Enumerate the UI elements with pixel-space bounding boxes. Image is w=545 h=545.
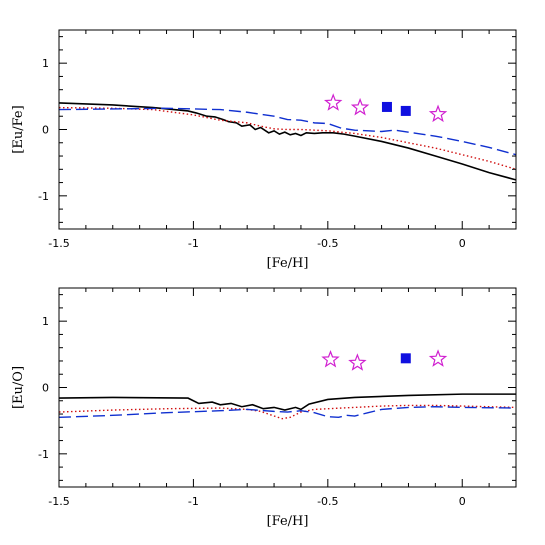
x-tick-label: -0.5	[317, 237, 338, 250]
square-marker	[400, 105, 411, 116]
x-tick-label: 0	[459, 237, 466, 250]
plot-frame	[58, 287, 517, 488]
y-tick-label: 0	[42, 382, 49, 395]
x-axis-title: [Fe/H]	[267, 514, 309, 529]
x-tick-label: -1.5	[48, 495, 69, 508]
square-marker	[400, 353, 411, 364]
eu-fe-panel: -1.5 -1 -0.5 0 -1 0 1 [Fe/H] [Eu/Fe]	[11, 29, 517, 271]
star-marker	[348, 353, 367, 371]
series-dashed-line	[59, 107, 516, 156]
x-tick-label: -1	[188, 237, 199, 250]
y-tick-label: -1	[38, 190, 49, 203]
x-tick-label: -1	[188, 495, 199, 508]
y-tick-label: 1	[42, 315, 49, 328]
x-tick-label: 0	[459, 495, 466, 508]
series-solid-line	[59, 393, 516, 411]
star-marker	[350, 97, 370, 116]
star-marker	[428, 104, 448, 123]
star-marker	[321, 349, 340, 368]
y-tick-label: 1	[42, 57, 49, 70]
plot-frame	[58, 29, 517, 230]
x-tick-label: -0.5	[317, 495, 338, 508]
star-marker	[428, 349, 448, 367]
y-tick-label: -1	[38, 448, 49, 461]
series-dashed-line	[59, 406, 516, 419]
y-axis-title: [Eu/Fe]	[11, 105, 26, 153]
series-dotted-line	[59, 404, 516, 420]
y-axis-title: [Eu/O]	[11, 366, 26, 409]
star-marker	[323, 93, 343, 111]
square-marker	[381, 101, 392, 112]
y-tick-label: 0	[42, 124, 49, 137]
x-axis-title: [Fe/H]	[267, 256, 309, 271]
series-solid-line	[59, 102, 516, 181]
eu-o-panel: -1.5 -1 -0.5 0 -1 0 1 [Fe/H] [Eu/O]	[11, 287, 517, 529]
x-tick-label: -1.5	[48, 237, 69, 250]
